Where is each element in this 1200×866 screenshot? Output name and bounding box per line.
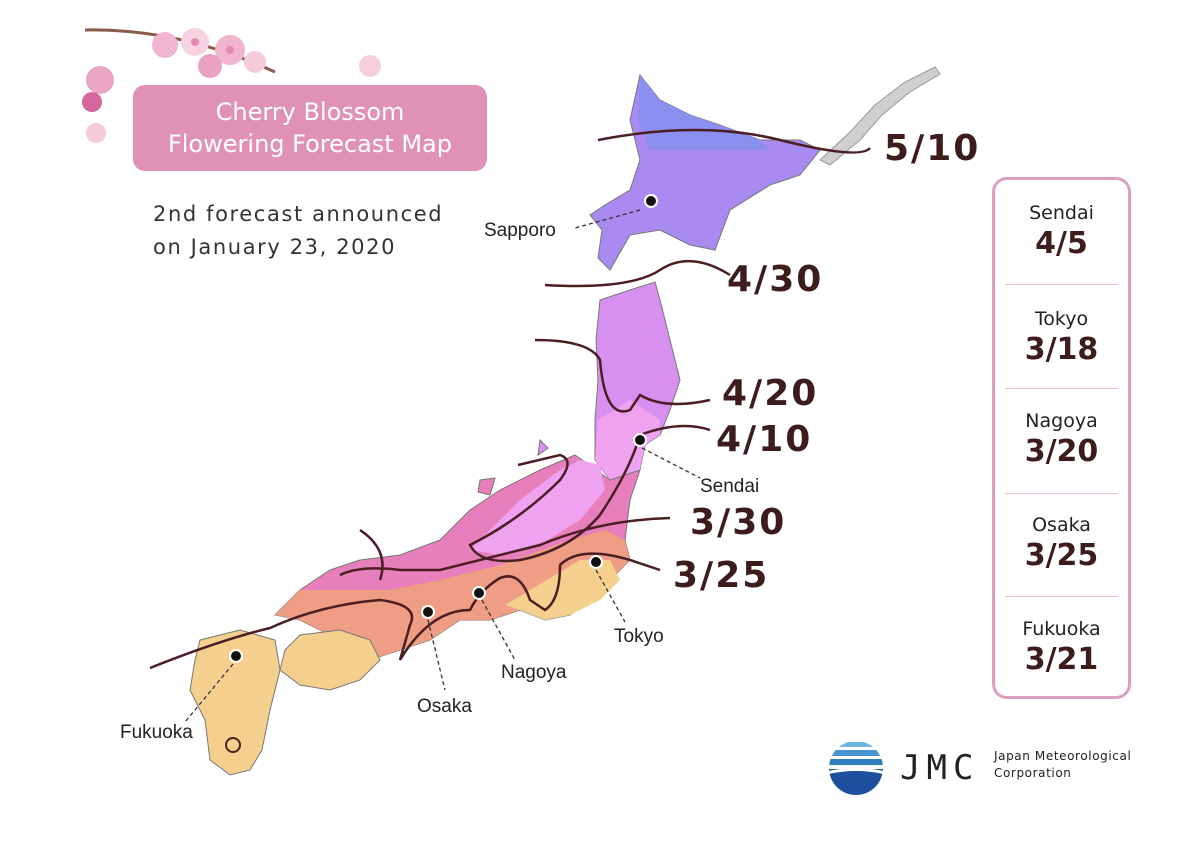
label-osaka: Osaka (417, 696, 472, 717)
list-divider (1005, 284, 1118, 285)
tohoku-south (595, 400, 660, 480)
jmc-name-line-1: Japan Meteorological (994, 749, 1132, 763)
forecast-date: 4/5 (1035, 226, 1088, 261)
forecast-city: Fukuoka (1022, 618, 1101, 640)
list-divider (1005, 388, 1118, 389)
sapporo-dot (644, 194, 658, 208)
jmc-full-name: Japan Meteorological Corporation (994, 748, 1131, 782)
isoline-4-20 (534, 338, 711, 413)
forecast-item-sendai: Sendai 4/5 (995, 202, 1128, 261)
map-title: Cherry Blossom Flowering Forecast Map (133, 85, 487, 171)
isoline-label-4-30: 4/30 (727, 259, 823, 300)
label-sendai: Sendai (700, 476, 759, 497)
kyushu (189, 629, 281, 776)
kanto-tokai (505, 560, 620, 620)
forecast-item-fukuoka: Fukuoka 3/21 (995, 618, 1128, 677)
forecast-date: 3/21 (1024, 642, 1099, 677)
honshu-coast (275, 530, 630, 660)
sendai-dot (633, 433, 647, 447)
tokyo-dot (589, 555, 603, 569)
forecast-date: 3/20 (1024, 434, 1099, 469)
isoline-5-10 (597, 128, 871, 154)
hokkaido-north (638, 75, 770, 150)
isoline-3-25-west (359, 528, 384, 581)
announcement-note: 2nd forecast announced on January 23, 20… (153, 198, 493, 264)
isolines (149, 128, 871, 670)
isoline-label-4-20: 4/20 (722, 373, 818, 414)
list-divider (1005, 493, 1118, 494)
cherry-blossom-decoration (82, 28, 381, 143)
honshu-highlands (470, 460, 605, 555)
osaka-dot (421, 605, 435, 619)
forecast-item-nagoya: Nagoya 3/20 (995, 410, 1128, 469)
forecast-item-osaka: Osaka 3/25 (995, 514, 1128, 573)
jmc-logo: JMC Japan Meteorological Corporation (826, 740, 1146, 796)
city-forecast-list: Sendai 4/5 Tokyo 3/18 Nagoya 3/20 Osaka … (992, 177, 1131, 699)
subtitle-line-1: 2nd forecast announced (153, 202, 444, 226)
jmc-letters: JMC (900, 748, 980, 788)
title-line-1: Cherry Blossom (215, 98, 405, 126)
forecast-city: Osaka (1032, 514, 1091, 536)
subtitle-line-2: on January 23, 2020 (153, 235, 397, 259)
jmc-globe-icon (829, 741, 883, 795)
forecast-city: Nagoya (1025, 410, 1098, 432)
fukuoka-dot (229, 649, 243, 663)
city-markers (184, 194, 701, 723)
isoline-label-4-10: 4/10 (716, 419, 812, 460)
kuril-islands (819, 66, 941, 166)
isoline-4-30 (544, 259, 731, 288)
label-sapporo: Sapporo (484, 220, 556, 241)
isoline-label-3-30: 3/30 (690, 502, 786, 543)
label-fukuoka: Fukuoka (120, 722, 193, 743)
label-tokyo: Tokyo (614, 626, 664, 647)
label-nagoya: Nagoya (501, 662, 567, 683)
isoline-label-3-25: 3/25 (673, 555, 769, 596)
forecast-city: Tokyo (1034, 308, 1089, 330)
list-divider (1005, 596, 1118, 597)
forecast-city: Sendai (1029, 202, 1094, 224)
forecast-date: 3/25 (1024, 538, 1099, 573)
jmc-name-line-2: Corporation (994, 766, 1072, 780)
forecast-date: 3/18 (1024, 332, 1099, 367)
hokkaido (589, 73, 821, 271)
isoline-3-30 (339, 516, 671, 577)
title-line-2: Flowering Forecast Map (168, 130, 452, 158)
nagoya-dot (472, 586, 486, 600)
isoline-label-5-10: 5/10 (884, 128, 980, 169)
isoline-3-25 (149, 552, 661, 670)
forecast-item-tokyo: Tokyo 3/18 (995, 308, 1128, 367)
shikoku (279, 629, 381, 691)
